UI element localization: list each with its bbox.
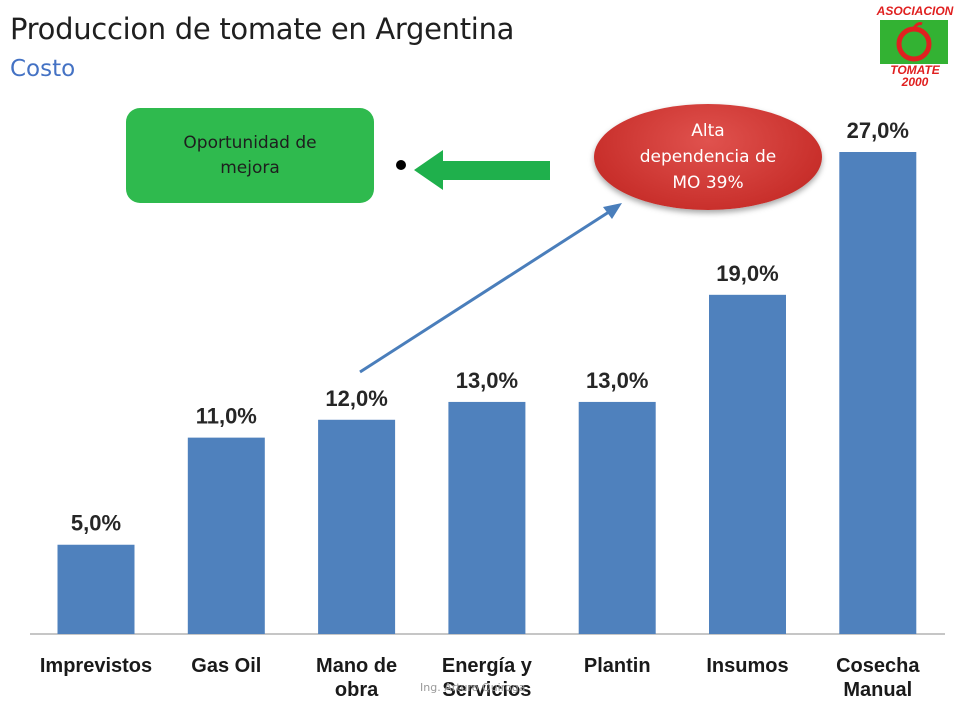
- category-label-5: Insumos: [706, 655, 788, 677]
- bar-4: [578, 401, 656, 634]
- category-label-2: Mano de obra: [316, 655, 397, 701]
- value-label-5: 19,0%: [716, 261, 778, 286]
- logo-bottom-text-1: TOMATE: [890, 63, 940, 77]
- value-label-3: 13,0%: [456, 368, 518, 393]
- callout-dependency-text: Alta dependencia de MO 39%: [639, 121, 777, 193]
- value-label-4: 13,0%: [586, 368, 648, 393]
- category-label-6: Cosecha Manual: [836, 655, 920, 701]
- category-label-3-line-1: Servicios: [442, 679, 531, 701]
- category-label-4-line-0: Plantin: [584, 655, 651, 677]
- logo-bottom-text-2: 2000: [901, 75, 929, 89]
- bar-0: [57, 544, 135, 634]
- tomato-icon: [896, 22, 932, 62]
- category-label-3: Energía y Servicios: [442, 655, 533, 701]
- logo-graphic: [880, 20, 948, 64]
- blue-diagonal-arrow-line: [359, 208, 613, 374]
- category-label-6-line-1: Manual: [843, 679, 912, 701]
- bar-3: [448, 401, 526, 634]
- page-title: Produccion de tomate en Argentina: [10, 12, 515, 46]
- category-label-4: Plantin: [584, 655, 651, 677]
- logo-top-text: ASOCIACION: [876, 4, 954, 18]
- bar-2: [318, 419, 396, 634]
- logo-bottom-text: TOMATE 2000: [872, 64, 958, 88]
- category-label-6-line-0: Cosecha: [836, 655, 920, 677]
- footer-credit: Ing. Arturo Quiroga: [420, 681, 526, 694]
- blue-diagonal-arrow-head: [603, 203, 622, 219]
- category-label-3-line-0: Energía y: [442, 655, 533, 677]
- bar-1: [187, 437, 265, 634]
- category-label-1: Gas Oil: [191, 655, 261, 677]
- logo: ASOCIACION TOMATE 2000: [872, 4, 958, 88]
- callout-opportunity-text: Oportunidad de mejora: [183, 132, 317, 178]
- value-label-6: 27,0%: [847, 118, 909, 143]
- callout-opportunity: Oportunidad de mejora: [126, 108, 374, 203]
- green-left-arrow: [414, 150, 550, 190]
- category-label-5-line-0: Insumos: [706, 655, 788, 677]
- page-subtitle: Costo: [10, 56, 76, 82]
- value-label-1: 11,0%: [196, 404, 257, 429]
- category-label-0-line-0: Imprevistos: [40, 655, 152, 677]
- category-label-0: Imprevistos: [40, 655, 152, 677]
- callout-dependency: Alta dependencia de MO 39%: [594, 104, 822, 210]
- value-label-2: 12,0%: [325, 386, 387, 411]
- bar-6: [839, 152, 917, 634]
- category-label-1-line-0: Gas Oil: [191, 655, 261, 677]
- bar-5: [709, 294, 786, 634]
- category-label-2-line-0: Mano de: [316, 655, 397, 677]
- bullet-dot: [396, 160, 406, 170]
- value-label-0: 5,0%: [71, 511, 121, 536]
- category-label-2-line-1: obra: [335, 679, 379, 701]
